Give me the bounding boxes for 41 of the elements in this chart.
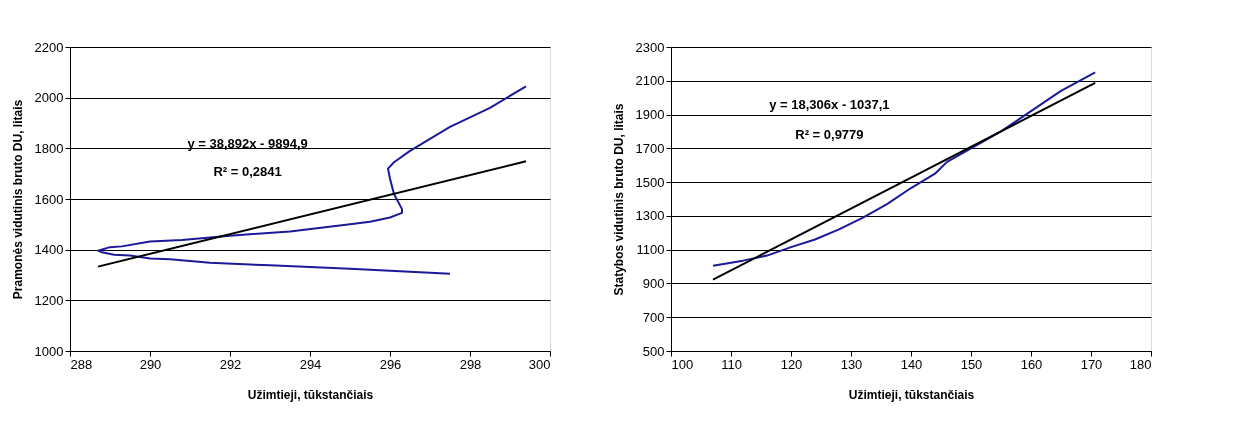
y-tick-label: 1400 [34,242,64,258]
y-tick-label: 1100 [636,242,665,258]
y-axis-title: Statybos vidutinis bruto DU, litais [611,103,626,296]
x-tick-label: 160 [1020,356,1043,372]
y-tick-label: 2300 [635,39,665,55]
x-tick-label: 298 [459,356,482,372]
y-tick-label: 2200 [34,39,64,55]
y-tick-label: 1600 [34,191,64,207]
y-tick-label: 1800 [34,140,64,156]
y-tick-label: 1300 [635,208,665,224]
annotation: y = 18,306x - 1037,1 [769,96,890,112]
x-axis-title: Užimtieji, tūkstančiais [247,387,374,402]
annotation: R² = 0,2841 [213,163,282,179]
x-tick-label: 110 [721,356,742,372]
x-tick-label: 180 [1129,356,1152,372]
x-axis-title: Užimtieji, tūkstančiais [848,387,975,402]
x-tick-label: 300 [528,356,551,372]
x-tick-label: 296 [379,356,402,372]
x-tick-label: 294 [299,356,322,372]
x-tick-label: 150 [960,356,983,372]
y-axis-title: Pramonės vidutinis bruto DU, litais [10,99,25,300]
x-tick-label: 140 [900,356,923,372]
y-tick-label: 900 [642,275,665,291]
x-tick-label: 290 [139,356,162,372]
x-tick-label: 292 [219,356,242,372]
y-tick-label: 1000 [34,343,64,359]
y-tick-label: 500 [642,343,665,359]
annotation: R² = 0,9779 [795,127,864,143]
y-tick-label: 1900 [635,107,665,123]
x-tick-label: 120 [780,356,803,372]
line-series [97,85,527,275]
x-tick-label: 170 [1080,356,1103,372]
y-tick-label: 700 [642,309,665,325]
y-tick-label: 2000 [34,90,64,106]
y-tick-label: 1700 [635,140,665,156]
y-tick-label: 2100 [635,73,665,89]
x-tick-label: 130 [840,356,863,372]
y-tick-label: 1500 [635,174,665,190]
y-tick-label: 1200 [34,292,64,308]
x-tick-label: 288 [70,356,93,372]
x-tick-label: 100 [671,356,694,372]
